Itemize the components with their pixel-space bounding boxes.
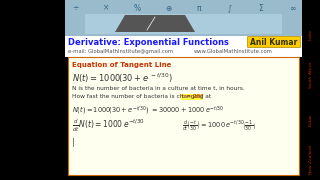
Text: $\frac{d}{dt}N(t) = 1000\,e^{-t/30}$: $\frac{d}{dt}N(t) = 1000\,e^{-t/30}$ [72, 118, 145, 134]
Bar [302, 0, 320, 180]
Polygon shape [115, 15, 195, 32]
Text: π: π [197, 3, 201, 12]
Text: Dubai: Dubai [309, 114, 313, 126]
FancyBboxPatch shape [68, 57, 299, 175]
Bar [85, 14, 282, 34]
Text: N is the number of bacteria in a culture at time t, in hours.: N is the number of bacteria in a culture… [72, 86, 245, 91]
FancyBboxPatch shape [247, 37, 300, 48]
Text: www.GlobalMathInstitute.com: www.GlobalMathInstitute.com [194, 49, 272, 54]
Text: South Africa: South Africa [309, 62, 313, 88]
Text: |: | [72, 138, 75, 147]
Text: $N(t) = 1000\!\left(30 + e^{-t/30}\right)\; = 30000 + 1000\,e^{-t/30}$: $N(t) = 1000\!\left(30 + e^{-t/30}\right… [72, 104, 224, 116]
Bar [65, 36, 302, 48]
Text: $\frac{d}{dt}\!\left(\frac{-t}{30}\right) = 1000\,e^{-t/30}\!\left(\frac{-1}{30}: $\frac{d}{dt}\!\left(\frac{-t}{30}\right… [182, 118, 257, 133]
Text: ∞: ∞ [289, 3, 295, 12]
Text: t = 20?: t = 20? [182, 94, 204, 99]
Bar [65, 0, 302, 36]
Text: %: % [133, 3, 140, 12]
Text: Anil Kumar: Anil Kumar [250, 38, 298, 47]
Text: How fast the number of bacteria is changing at: How fast the number of bacteria is chang… [72, 94, 213, 99]
Text: e-mail: GlobalMathInstitute@gmail.com: e-mail: GlobalMathInstitute@gmail.com [68, 49, 173, 54]
Text: Equation of Tangent Line: Equation of Tangent Line [72, 62, 172, 68]
Bar [0, 0, 65, 180]
Bar [181, 93, 203, 100]
Text: ×: × [103, 3, 109, 12]
Text: ⊕: ⊕ [165, 3, 171, 12]
Text: Σ: Σ [259, 3, 263, 12]
Text: New Zealand: New Zealand [309, 146, 313, 174]
Text: $N(t) = 1000\!\left(30 + e^{\,-t/30}\right)$: $N(t) = 1000\!\left(30 + e^{\,-t/30}\rig… [72, 72, 173, 85]
Bar [65, 48, 302, 57]
Text: ÷: ÷ [72, 3, 78, 12]
Text: ∫: ∫ [228, 3, 232, 12]
Text: India: India [309, 30, 313, 40]
Text: Derivative: Exponential Functions: Derivative: Exponential Functions [68, 38, 229, 47]
